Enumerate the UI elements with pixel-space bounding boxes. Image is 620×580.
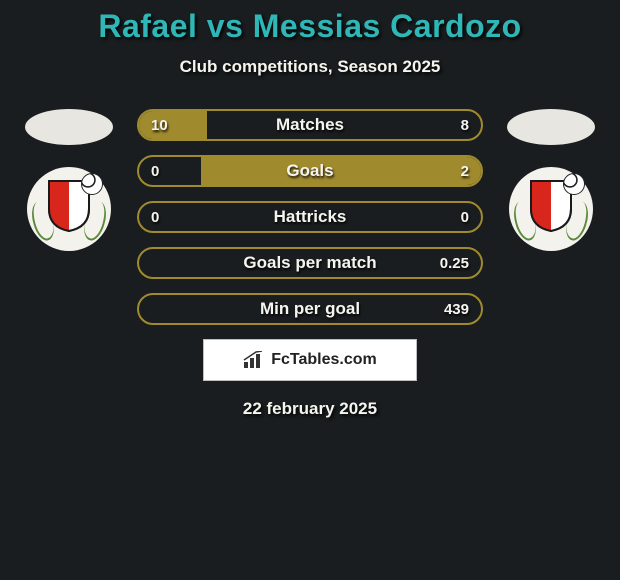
soccer-ball-icon [563,173,585,195]
stat-value-right: 439 [444,295,469,323]
stat-fill-right [201,157,481,185]
date-label: 22 february 2025 [0,399,620,419]
stat-label: Goals per match [139,249,481,277]
stat-value-right: 8 [461,111,469,139]
player-left-column [19,109,119,251]
soccer-ball-icon [81,173,103,195]
stat-bar: Goals per match0.25 [137,247,483,279]
stat-label: Hattricks [139,203,481,231]
stat-bar: 0Hattricks0 [137,201,483,233]
player-silhouette-right [507,109,595,145]
page-title: Rafael vs Messias Cardozo [0,8,620,45]
stat-label: Min per goal [139,295,481,323]
player-right-column [501,109,601,251]
stat-value-left: 0 [151,157,159,185]
club-badge-right [509,167,593,251]
bar-chart-icon [243,351,267,369]
club-badge-left [27,167,111,251]
stat-value-left: 10 [151,111,168,139]
stat-fill-left [139,111,207,139]
stat-bar: Min per goal439 [137,293,483,325]
stat-bar: 10Matches8 [137,109,483,141]
stats-column: 10Matches80Goals20Hattricks0Goals per ma… [137,109,483,381]
stat-value-right: 2 [461,157,469,185]
brand-text: FcTables.com [271,351,377,369]
brand-attribution: FcTables.com [203,339,417,381]
subtitle: Club competitions, Season 2025 [0,57,620,77]
stat-value-right: 0.25 [440,249,469,277]
infographic-root: Rafael vs Messias Cardozo Club competiti… [0,0,620,419]
stat-value-right: 0 [461,203,469,231]
stat-bar: 0Goals2 [137,155,483,187]
player-silhouette-left [25,109,113,145]
stat-value-left: 0 [151,203,159,231]
comparison-row: 10Matches80Goals20Hattricks0Goals per ma… [0,109,620,381]
